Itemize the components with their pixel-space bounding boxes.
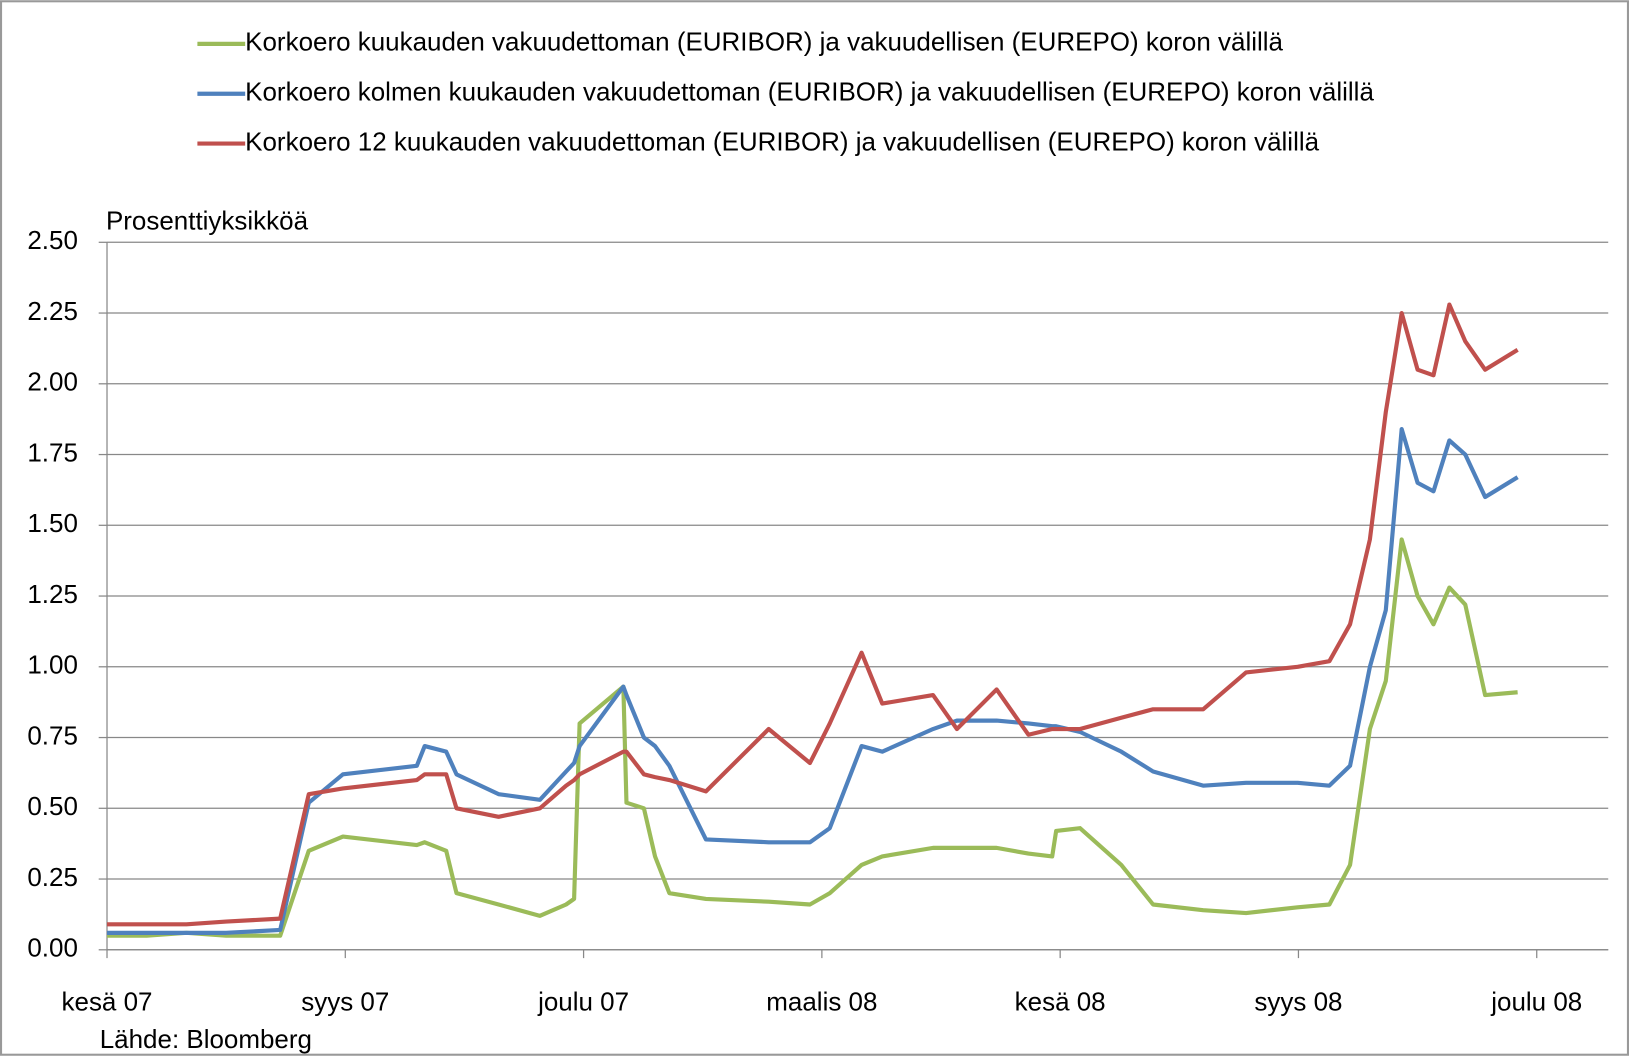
y-tick-label: 1.75 xyxy=(27,437,78,467)
x-tick-label: joulu 07 xyxy=(537,987,629,1017)
legend-label: Korkoero kolmen kuukauden vakuudettoman … xyxy=(245,77,1374,107)
y-tick-label: 1.00 xyxy=(27,650,78,680)
series-line xyxy=(107,537,1518,938)
y-tick-label: 0.75 xyxy=(27,720,78,750)
y-tick-label: 2.50 xyxy=(27,225,78,255)
series-line xyxy=(107,302,1519,927)
x-tick-label: kesä 08 xyxy=(1015,987,1106,1017)
y-axis-label: Prosenttiyksikköä xyxy=(106,205,309,235)
x-tick-label: kesä 07 xyxy=(62,987,153,1017)
y-tick-label: 0.00 xyxy=(27,933,78,963)
source-note: Lähde: Bloomberg xyxy=(100,1024,312,1054)
x-tick-label: maalis 08 xyxy=(766,987,877,1017)
y-tick-label: 1.25 xyxy=(27,579,78,609)
y-tick-label: 2.25 xyxy=(27,296,78,326)
x-tick-label: joulu 08 xyxy=(1490,987,1582,1017)
y-tick-label: 2.00 xyxy=(27,367,78,397)
x-tick-label: syys 07 xyxy=(301,987,389,1017)
legend-label: Korkoero kuukauden vakuudettoman (EURIBO… xyxy=(245,27,1283,57)
x-tick-label: syys 08 xyxy=(1254,987,1342,1017)
y-tick-label: 1.50 xyxy=(27,508,78,538)
y-tick-label: 0.25 xyxy=(27,862,78,892)
y-tick-label: 0.50 xyxy=(27,791,78,821)
series-line xyxy=(107,427,1519,935)
legend-label: Korkoero 12 kuukauden vakuudettoman (EUR… xyxy=(245,126,1319,156)
